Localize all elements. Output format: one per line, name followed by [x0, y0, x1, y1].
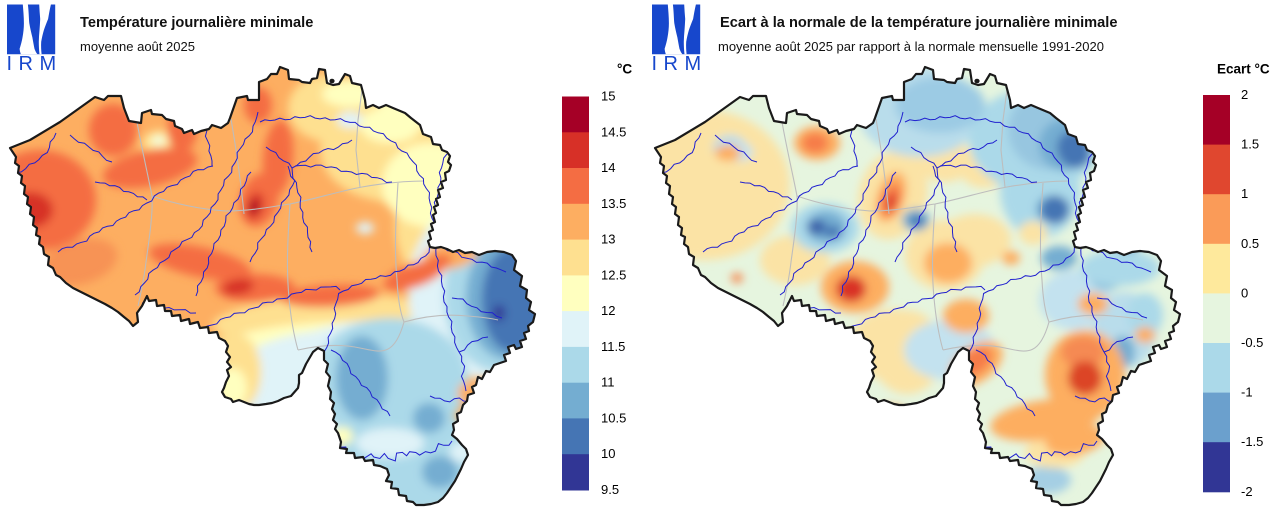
- svg-text:14.5: 14.5: [601, 124, 626, 139]
- svg-text:15: 15: [601, 89, 615, 104]
- svg-text:0.5: 0.5: [1241, 236, 1259, 251]
- svg-text:10: 10: [601, 446, 615, 461]
- svg-text:9.5: 9.5: [601, 482, 619, 497]
- svg-text:10.5: 10.5: [601, 410, 626, 425]
- svg-text:11.5: 11.5: [601, 339, 625, 354]
- svg-text:2: 2: [1241, 87, 1248, 102]
- svg-text:14: 14: [601, 160, 615, 175]
- svg-text:Ecart °C: Ecart °C: [1217, 62, 1270, 77]
- svg-text:0: 0: [1241, 285, 1248, 300]
- svg-text:13.5: 13.5: [601, 196, 626, 211]
- svg-text:11: 11: [601, 375, 615, 390]
- svg-text:°C: °C: [617, 62, 632, 77]
- svg-text:13: 13: [601, 232, 615, 247]
- svg-text:-2: -2: [1241, 484, 1253, 499]
- svg-text:IRM: IRM: [7, 53, 63, 75]
- svg-text:IRM: IRM: [652, 53, 708, 75]
- svg-text:-0.5: -0.5: [1241, 335, 1263, 350]
- svg-text:-1: -1: [1241, 385, 1253, 400]
- svg-text:12.5: 12.5: [601, 267, 626, 282]
- svg-text:1: 1: [1241, 186, 1248, 201]
- svg-text:-1.5: -1.5: [1241, 434, 1263, 449]
- svg-text:1.5: 1.5: [1241, 137, 1259, 152]
- svg-text:12: 12: [601, 303, 615, 318]
